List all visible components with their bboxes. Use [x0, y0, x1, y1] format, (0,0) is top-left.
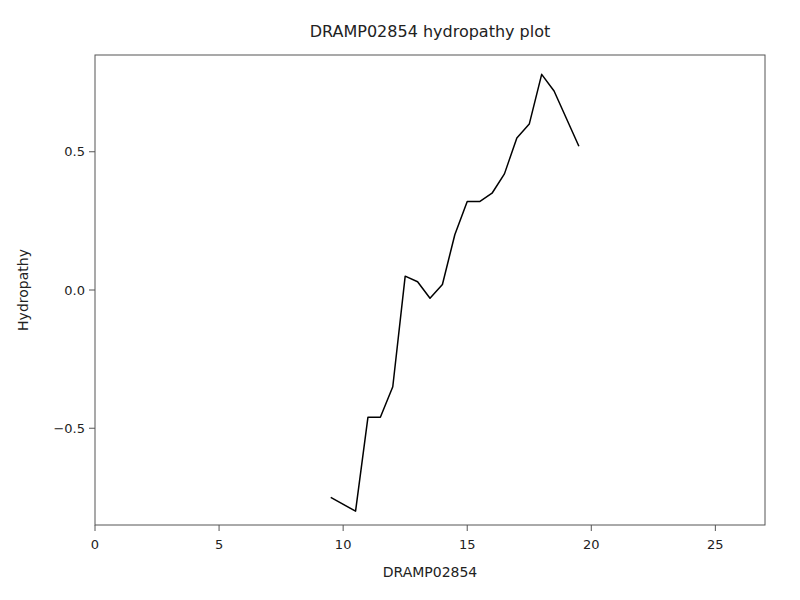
data-layer: [331, 74, 579, 511]
x-tick-label: 0: [91, 537, 99, 552]
y-tick: [89, 290, 95, 291]
title: DRAMP02854 hydropathy plot: [310, 22, 551, 41]
line: [331, 74, 579, 511]
x-axis-label: DRAMP02854: [383, 564, 478, 580]
x-tick: [95, 525, 96, 531]
x-tick-label: 20: [583, 537, 600, 552]
chart: 0 5 10 15 20 25 −0.5 0.0 0.5 DRAMP02854 hydropath…: [0, 0, 800, 600]
plot-background: [95, 55, 765, 525]
x-tick: [715, 525, 716, 531]
x-tick-label: 25: [707, 537, 724, 552]
plot-frame: [95, 55, 765, 525]
x-tick: [591, 525, 592, 531]
x-tick-label: 15: [459, 537, 476, 552]
x-tick: [467, 525, 468, 531]
y-tick: [89, 151, 95, 152]
y-tick: [89, 428, 95, 429]
axes: 0 5 10 15 20 25 −0.5 0.0 0.5: [53, 144, 723, 552]
x-tick-label: 10: [335, 537, 352, 552]
y-tick-label: 0.0: [64, 283, 85, 298]
y-tick-label: 0.5: [64, 144, 85, 159]
x-tick: [343, 525, 344, 531]
x-tick-label: 5: [215, 537, 223, 552]
y-tick-label: −0.5: [53, 421, 85, 436]
y-axis-label: Hydropathy: [15, 249, 31, 331]
x-tick: [219, 525, 220, 531]
chart-container: 0 5 10 15 20 25 −0.5 0.0 0.5 DRAMP02854 hydropath…: [0, 0, 800, 600]
